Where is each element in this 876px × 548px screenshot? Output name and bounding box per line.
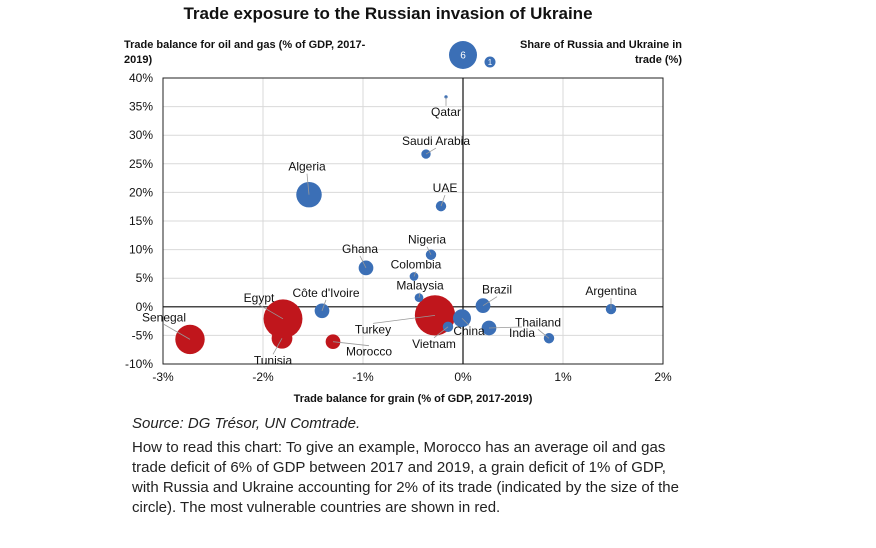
- y-axis-label: Trade balance for oil and gas (% of GDP,…: [124, 39, 366, 66]
- y-tick-label: 0%: [136, 300, 154, 314]
- size-legend-label: Share of Russia and Ukraine in trade (%): [520, 39, 682, 66]
- chart-title: Trade exposure to the Russian invasion o…: [183, 4, 593, 23]
- point-label: Thailand: [515, 315, 561, 329]
- y-tick-label: 25%: [129, 157, 153, 171]
- x-tick-label: -3%: [152, 370, 174, 384]
- leader-line: [413, 271, 417, 277]
- scatter-plot: -3% -2% -1% 0% 1% 2% 40% 35% 30% 25% 20% 15% 10% 5% 0%…: [125, 41, 672, 405]
- point-label: Argentina: [585, 284, 637, 298]
- point-label: Ghana: [342, 242, 378, 256]
- point-label: Nigeria: [408, 233, 446, 247]
- leader-line: [163, 324, 191, 340]
- size-legend-value: 6: [460, 51, 466, 62]
- leader-line: [359, 255, 367, 269]
- leader-line: [332, 341, 370, 347]
- y-tick-label: 30%: [129, 128, 153, 142]
- point-label: Colombia: [391, 257, 442, 271]
- plot-frame: [162, 77, 664, 365]
- x-tick-label: 1%: [554, 370, 572, 384]
- y-tick-label: -10%: [125, 357, 153, 371]
- point-label: Turkey: [355, 322, 391, 336]
- point-label: Malaysia: [396, 279, 444, 293]
- leader-line: [537, 328, 550, 339]
- size-legend-value: 1: [488, 58, 493, 67]
- leader-line: [418, 292, 421, 298]
- source-note: Source: DG Trésor, UN Comtrade.: [132, 415, 361, 432]
- leader-line: [488, 326, 523, 329]
- point-label: Egypt: [244, 291, 275, 305]
- y-tick-label: 35%: [129, 100, 153, 114]
- point-label: Morocco: [346, 345, 392, 359]
- point-label: Vietnam: [412, 337, 456, 351]
- leader-line: [306, 173, 310, 195]
- y-tick-label: -5%: [132, 328, 154, 342]
- x-tick-label: 0%: [454, 370, 472, 384]
- y-tick-label: 5%: [136, 271, 154, 285]
- how-to-read-note: How to read this chart: To give an examp…: [132, 439, 679, 516]
- point-label: UAE: [433, 181, 458, 195]
- x-tick-label: -1%: [352, 370, 374, 384]
- leader-line: [482, 296, 498, 306]
- size-legend-bubble: [449, 41, 477, 69]
- point-label: Tunisia: [254, 353, 293, 367]
- leader-line: [258, 304, 284, 320]
- leader-line: [433, 326, 449, 339]
- point-label: Algeria: [288, 160, 326, 174]
- size-legend-bubble: [484, 56, 496, 68]
- y-tick-label: 40%: [129, 71, 153, 85]
- leader-line: [440, 194, 446, 207]
- point-label: Saudi Arabia: [402, 134, 470, 148]
- point-label: Senegal: [142, 310, 186, 324]
- y-tick-label: 15%: [129, 214, 153, 228]
- point-label: Brazil: [482, 283, 512, 297]
- x-tick-label: 2%: [654, 370, 672, 384]
- point-label: Qatar: [431, 105, 461, 119]
- y-tick-label: 10%: [129, 243, 153, 257]
- y-tick-label: 20%: [129, 185, 153, 199]
- leader-line: [425, 147, 437, 155]
- leader-line: [372, 314, 436, 324]
- leader-line: [321, 299, 327, 311]
- point-qatar: [444, 95, 448, 99]
- leader-line: [426, 246, 432, 255]
- x-axis-label: Trade balance for grain (% of GDP, 2017-…: [294, 393, 533, 405]
- point-label: China: [453, 324, 485, 338]
- x-tick-label: -2%: [252, 370, 274, 384]
- leader-line: [461, 317, 470, 326]
- point-saudi-arabia: [421, 149, 431, 159]
- leader-line: [272, 338, 283, 355]
- point-label: Côte d'Ivoire: [293, 286, 360, 300]
- point-label: India: [509, 326, 535, 340]
